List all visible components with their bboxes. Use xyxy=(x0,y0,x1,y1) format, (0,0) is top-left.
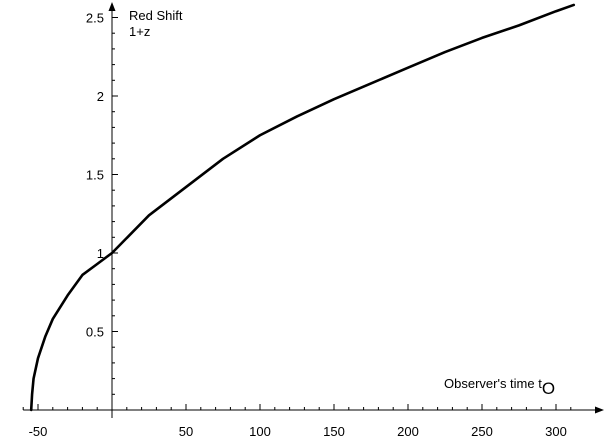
x-tick-label: -50 xyxy=(29,424,48,439)
y-tick-label: 1.5 xyxy=(86,168,104,183)
y-axis-arrow-icon xyxy=(108,2,116,11)
x-tick-label: 100 xyxy=(249,424,271,439)
x-axis-title-subscript: O xyxy=(542,379,555,398)
series-line xyxy=(29,3,576,412)
x-tick-label: 50 xyxy=(179,424,193,439)
x-tick-label: 150 xyxy=(323,424,345,439)
y-tick-label: 2 xyxy=(97,89,104,104)
y-tick-label: 2.5 xyxy=(86,11,104,26)
x-axis-title-main: Observer's time t xyxy=(444,376,542,391)
y-tick-label: 0.5 xyxy=(86,325,104,340)
x-tick-label: 250 xyxy=(471,424,493,439)
x-axis-arrow-icon xyxy=(595,406,604,414)
y-tick-label: 1 xyxy=(97,246,104,261)
y-axis-title-line1: Red Shift xyxy=(129,8,183,23)
y-axis-title-line2: 1+z xyxy=(129,24,150,39)
labels: Red Shift 1+z Observer's time tO xyxy=(129,8,555,398)
x-tick-label: 200 xyxy=(397,424,419,439)
x-tick-label: 300 xyxy=(545,424,567,439)
axes: -50 50 100 150 200 250 300 0.5 1 1.5 2 2.5 xyxy=(22,2,604,439)
x-axis-title: Observer's time tO xyxy=(444,376,555,398)
curve-layer xyxy=(29,3,576,412)
